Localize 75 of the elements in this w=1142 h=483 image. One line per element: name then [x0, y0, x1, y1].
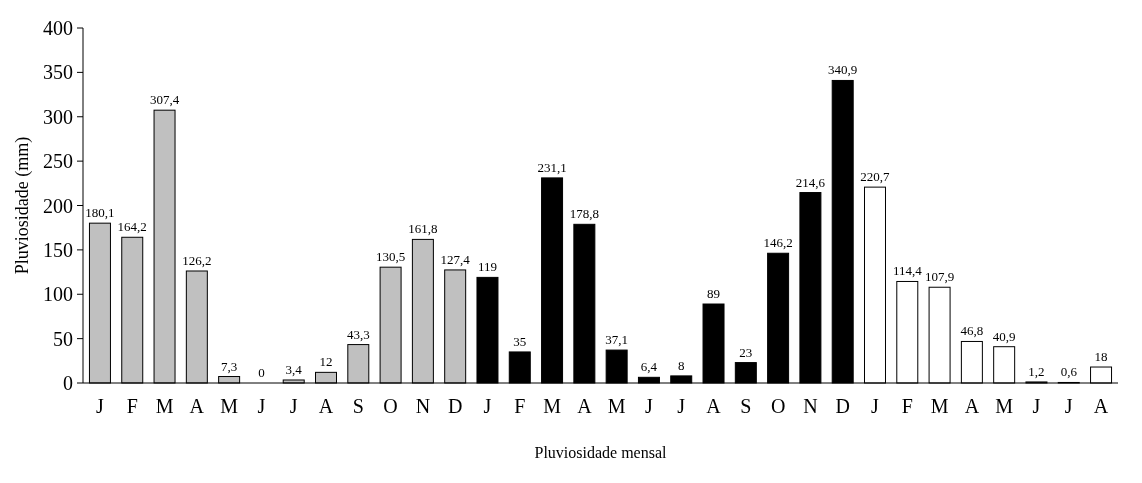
- data-label: 130,5: [375, 249, 406, 265]
- x-tick-label: J: [96, 395, 105, 417]
- data-label: 180,1: [85, 205, 115, 221]
- x-tick-label: D: [835, 395, 850, 417]
- y-tick-label: 350: [43, 61, 73, 84]
- data-label: 8: [677, 357, 685, 373]
- x-tick-label: O: [770, 395, 786, 417]
- data-label: 7,3: [221, 358, 238, 374]
- y-tick-label: 0: [63, 372, 73, 394]
- x-tick-label: A: [964, 395, 980, 417]
- x-tick-label: M: [995, 395, 1014, 417]
- data-label: 161,8: [408, 221, 438, 237]
- data-label: 220,7: [860, 169, 891, 185]
- data-label: 214,6: [795, 174, 826, 190]
- data-label: 146,2: [763, 235, 793, 251]
- data-label: 35: [513, 333, 527, 349]
- x-tick-label: M: [220, 395, 239, 417]
- x-tick-label: A: [189, 395, 205, 417]
- x-tick-label: J: [483, 395, 492, 417]
- data-label: 89: [707, 286, 721, 302]
- data-label: 18: [1094, 349, 1108, 365]
- x-tick-label: J: [677, 395, 686, 417]
- x-tick-label: S: [740, 395, 752, 417]
- x-tick-label: J: [257, 395, 266, 417]
- data-label: 6,4: [640, 359, 658, 375]
- x-tick-label: A: [706, 395, 722, 417]
- x-axis-title: Pluviosidade mensal: [534, 444, 668, 461]
- data-label: 12: [319, 354, 333, 370]
- data-label: 1,2: [1028, 363, 1045, 379]
- data-label: 119: [477, 259, 497, 275]
- y-axis-title: Pluviosidade (mm): [12, 136, 33, 275]
- data-label: 307,4: [149, 92, 180, 108]
- y-tick-label: 150: [43, 238, 73, 261]
- x-tick-label: S: [352, 395, 364, 417]
- data-label: 127,4: [440, 251, 471, 267]
- y-tick-label: 200: [43, 194, 73, 217]
- data-label: 0,6: [1060, 364, 1078, 380]
- x-tick-label: M: [930, 395, 949, 417]
- x-tick-label: J: [871, 395, 880, 417]
- data-label: 23: [739, 344, 753, 360]
- data-label: 114,4: [892, 263, 923, 279]
- data-label: 43,3: [346, 326, 370, 342]
- data-label: 178,8: [569, 206, 599, 222]
- data-label: 231,1: [537, 159, 567, 175]
- x-tick-label: D: [447, 395, 463, 417]
- data-label: 0: [258, 365, 265, 380]
- x-tick-label: A: [577, 395, 593, 417]
- x-tick-label: J: [645, 395, 654, 417]
- x-tick-label: J: [1064, 395, 1073, 417]
- data-label: 107,9: [924, 269, 955, 285]
- x-tick-label: J: [289, 395, 298, 417]
- x-tick-label: O: [383, 395, 398, 417]
- data-label: 126,2: [182, 253, 212, 268]
- data-label: 3,4: [285, 361, 303, 377]
- data-label: 340,9: [828, 62, 858, 78]
- y-tick-label: 100: [43, 283, 73, 306]
- x-tick-label: N: [803, 395, 818, 417]
- x-tick-label: F: [514, 395, 526, 417]
- x-tick-label: N: [415, 395, 431, 417]
- data-label: 37,1: [605, 332, 629, 348]
- x-tick-label: M: [543, 395, 562, 417]
- x-tick-label: F: [901, 395, 913, 417]
- x-tick-label: A: [1093, 395, 1109, 417]
- y-tick-label: 400: [43, 17, 73, 39]
- y-tick-label: 250: [43, 150, 73, 173]
- x-tick-label: A: [318, 395, 334, 417]
- data-label: 40,9: [992, 328, 1016, 344]
- data-label: 164,2: [117, 219, 147, 235]
- data-label: 46,8: [960, 323, 984, 339]
- x-tick-label: J: [1032, 395, 1041, 417]
- x-tick-label: F: [126, 395, 138, 417]
- x-tick-label: M: [607, 395, 626, 417]
- y-tick-label: 300: [43, 105, 73, 128]
- y-tick-label: 50: [53, 327, 73, 350]
- x-tick-label: M: [155, 395, 174, 417]
